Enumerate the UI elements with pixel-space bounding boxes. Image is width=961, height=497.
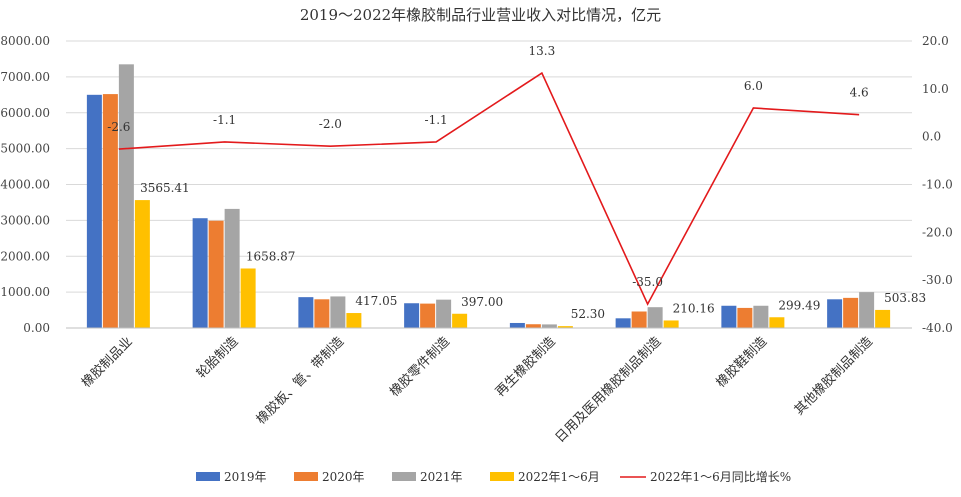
- legend-label: 2021年: [420, 470, 463, 484]
- line-data-label: -2.6: [107, 120, 130, 134]
- y-right-tick-label: 10.0: [922, 82, 949, 96]
- y-left-tick-label: 5000.00: [0, 142, 50, 156]
- chart-title: 2019～2022年橡胶制品行业营业收入对比情况，亿元: [299, 6, 662, 24]
- bar-4: [557, 326, 573, 328]
- bar-data-label: 3565.41: [140, 181, 190, 195]
- legend-swatch: [294, 472, 318, 481]
- y-right-tick-label: -30.0: [922, 273, 953, 287]
- bar-2: [737, 307, 753, 328]
- growth-line: [118, 71, 860, 306]
- bar-2: [420, 303, 436, 328]
- bar-3: [330, 296, 346, 328]
- legend-swatch: [392, 472, 416, 481]
- y-left-tick-label: 4000.00: [0, 178, 50, 192]
- bar-3: [436, 299, 452, 328]
- line-data-label: -2.0: [319, 117, 342, 131]
- x-category-label: 橡胶零件制造: [386, 334, 452, 400]
- x-category-label: 其他橡胶制品制造: [791, 334, 876, 419]
- x-category-label: 轮胎制造: [194, 334, 241, 381]
- y-left-tick-label: 1000.00: [0, 285, 50, 299]
- x-category-label: 日用及医用橡胶制品制造: [552, 334, 664, 446]
- line-data-label: 13.3: [529, 44, 556, 58]
- bar-data-label: 1658.87: [246, 249, 296, 263]
- bar-3: [859, 292, 875, 328]
- x-category-label: 橡胶制品业: [78, 334, 135, 391]
- line-data-label: 6.0: [744, 79, 763, 93]
- line-data-label: -35.0: [632, 275, 663, 289]
- bar-4: [769, 317, 785, 328]
- x-category-label: 橡胶鞋制造: [713, 334, 770, 391]
- y-left-tick-label: 6000.00: [0, 106, 50, 120]
- bar-3: [753, 305, 769, 328]
- x-category-label: 橡胶板、管、带制造: [253, 334, 347, 428]
- y-right-tick-label: 20.0: [922, 34, 949, 48]
- bar-data-label: 397.00: [461, 295, 503, 309]
- y-right-tick-label: -20.0: [922, 225, 953, 239]
- legend-label: 2022年1～6月: [518, 470, 600, 484]
- legend-label: 2019年: [224, 470, 267, 484]
- bar-3: [541, 324, 557, 328]
- y-left-tick-label: 3000.00: [0, 213, 50, 227]
- bar-4: [663, 320, 679, 328]
- bar-1: [721, 305, 737, 328]
- bar-1: [192, 218, 208, 328]
- bar-2: [102, 94, 118, 328]
- line-data-label: -1.1: [213, 113, 236, 127]
- y-left-tick-label: 8000.00: [0, 34, 50, 48]
- bar-3: [647, 307, 663, 328]
- bar-1: [827, 299, 843, 328]
- y-right-tick-label: 0.0: [922, 130, 941, 144]
- bar-data-label: 210.16: [673, 301, 715, 315]
- bar-4: [452, 313, 468, 328]
- line-data-label: -1.1: [425, 113, 448, 127]
- bar-1: [298, 297, 314, 328]
- bar-data-label: 417.05: [355, 294, 397, 308]
- bar-1: [615, 318, 631, 328]
- bar-2: [208, 220, 224, 328]
- bar-2: [314, 299, 330, 328]
- bar-3: [224, 208, 240, 328]
- legend-label: 2020年: [322, 470, 365, 484]
- y-left-tick-label: 0.00: [23, 321, 50, 335]
- y-right-tick-label: -40.0: [922, 321, 953, 335]
- bar-1: [86, 94, 102, 328]
- bar-4: [875, 309, 891, 328]
- bar-1: [404, 303, 420, 328]
- legend-swatch: [490, 472, 514, 481]
- bar-4: [134, 200, 150, 328]
- bar-data-label: 299.49: [778, 298, 820, 312]
- bar-2: [843, 297, 859, 328]
- line-data-label: 4.6: [850, 86, 869, 100]
- legend-label: 2022年1～6月同比增长%: [650, 470, 791, 484]
- bar-4: [240, 268, 256, 328]
- bar-3: [118, 64, 134, 328]
- bar-2: [525, 324, 541, 328]
- bar-data-label: 52.30: [571, 307, 605, 321]
- y-left-tick-label: 7000.00: [0, 70, 50, 84]
- bar-data-label: 503.83: [884, 291, 926, 305]
- y-left-tick-label: 2000.00: [0, 249, 50, 263]
- legend-swatch: [196, 472, 220, 481]
- bar-4: [346, 313, 362, 328]
- bar-1: [509, 322, 525, 328]
- bar-2: [631, 311, 647, 328]
- x-category-label: 再生橡胶制造: [492, 334, 558, 400]
- y-right-tick-label: -10.0: [922, 178, 953, 192]
